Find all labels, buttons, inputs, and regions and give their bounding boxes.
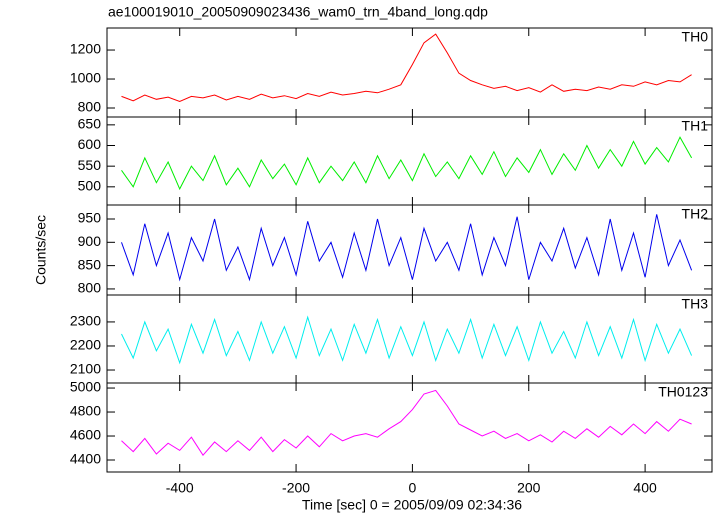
y-axis-label: Counts/sec [33,215,49,285]
panel-label: TH1 [682,118,709,134]
data-line [121,33,692,103]
y-tick-label: 4400 [70,451,101,467]
y-tick-label: 650 [78,116,102,132]
y-tick-label: 500 [78,178,102,194]
data-line [121,315,693,365]
y-tick-label: 1000 [70,70,101,86]
y-tick-label: 4800 [70,403,101,419]
x-tick-label: 0 [409,480,417,496]
data-line [121,214,693,282]
y-tick-label: 600 [78,136,102,152]
y-tick-label: 850 [78,256,102,272]
y-tick-label: 4600 [70,427,101,443]
y-tick-label: 2300 [70,313,101,329]
x-axis-label: Time [sec] 0 = 2005/09/09 02:34:36 [302,497,522,513]
chart-title: ae100019010_20050909023436_wam0_trn_4ban… [108,4,488,20]
y-tick-label: 5000 [70,379,101,395]
panel-frame [106,116,713,206]
data-line [121,136,693,191]
y-tick-label: 900 [78,233,102,249]
x-tick-label: -400 [166,480,194,496]
panel-label: TH2 [682,206,709,222]
y-tick-label: 800 [78,280,102,296]
panel-frame [106,27,713,118]
panel-label: TH0123 [658,384,708,400]
y-tick-label: 800 [78,99,102,115]
data-line [121,389,692,457]
x-tick-label: 200 [517,480,541,496]
panel-label: TH3 [682,296,709,312]
y-tick-label: 550 [78,157,102,173]
y-tick-label: 2200 [70,337,101,353]
x-tick-label: -200 [282,480,310,496]
y-tick-label: 950 [78,210,102,226]
panel-frame [106,382,713,473]
panel-label: TH0 [682,29,709,45]
x-tick-label: 400 [633,480,657,496]
y-tick-label: 2100 [70,361,101,377]
y-tick-label: 1200 [70,41,101,57]
